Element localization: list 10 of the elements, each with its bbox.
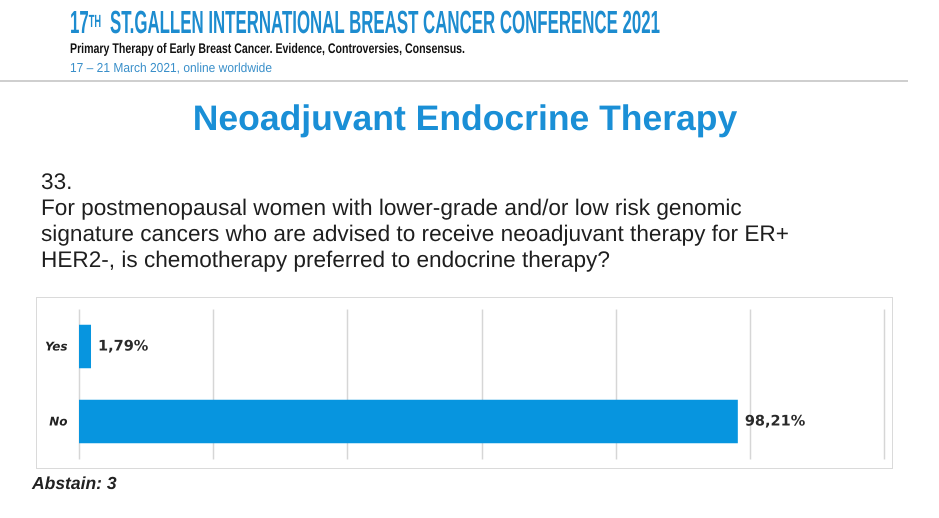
text: Primary Therapy of Early Breast Cancer. Evidence, Controversies, Consensus. <box>70 40 465 56</box>
data-label: 98,21% <box>744 414 806 430</box>
y-tick-label: Yes <box>45 340 68 354</box>
text: Abstain: 3 <box>32 472 117 494</box>
text: 17$^{TH}$ ST.GALLEN INTERNATIONAL BREAST CANCER CONFERENCE 2021 <box>70 4 660 40</box>
y-tick-label: No <box>49 414 68 428</box>
text: 17 – 21 March 2021, online worldwide <box>70 60 272 75</box>
chart-title: Neoadjuvant Endocrine Therapy <box>192 97 738 139</box>
chart-subtitle: 33. For postmenopausal women with lower-grade and/or low risk genomic signature cancers who are advised to receive neoadjuvant therapy for ER+ HER2-, is chemotherapy preferred to endocrine therapy? <box>41 169 790 273</box>
data-label: 1,79% <box>98 338 149 354</box>
